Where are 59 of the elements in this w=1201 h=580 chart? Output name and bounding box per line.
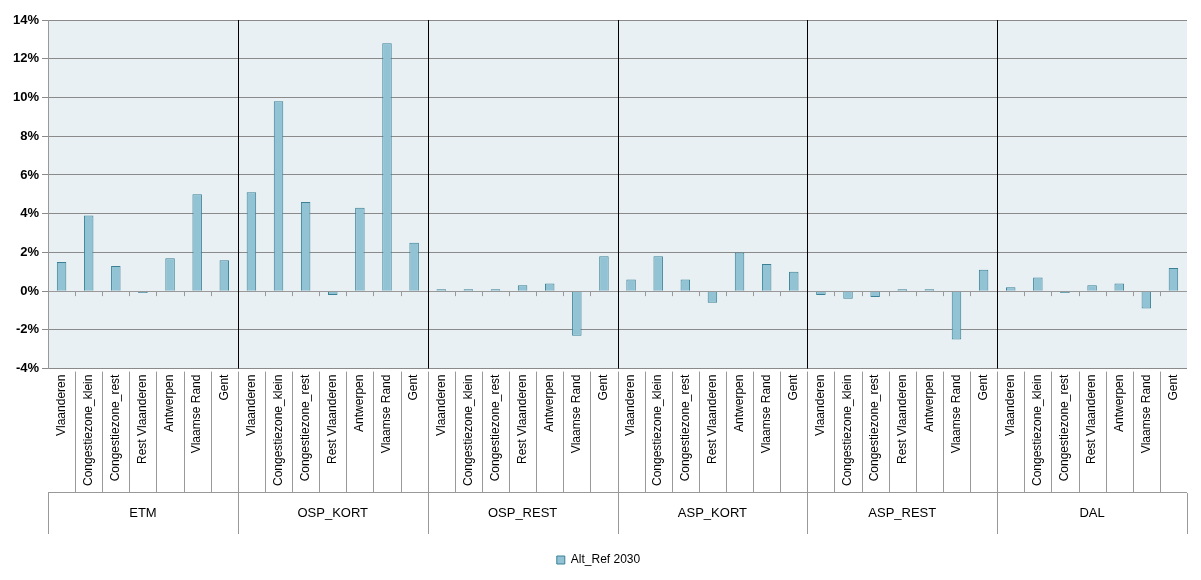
x-tick-label: Vlaanderen xyxy=(813,374,828,436)
x-tick-label: Congestiezone_klein xyxy=(1030,374,1045,487)
x-tick-label: Congestiezone_rest xyxy=(297,373,312,482)
x-tick-label: Congestiezone_rest xyxy=(487,373,502,482)
x-tick-label: Congestiezone_rest xyxy=(1057,373,1072,482)
text: ASP_REST xyxy=(868,504,937,520)
x-tick-label: Antwerpen xyxy=(162,374,177,432)
x-tick-label: Rest Vlaanderen xyxy=(704,374,719,464)
legend-label: Alt_Ref 2030 xyxy=(570,552,641,567)
x-tick-label: Vlaamse Rand xyxy=(379,374,394,454)
x-tick-label: Gent xyxy=(1165,373,1180,401)
x-tick-label: Rest Vlaanderen xyxy=(325,374,340,464)
text: ASP_KORT xyxy=(677,504,748,520)
x-tick-label: Congestiezone_klein xyxy=(460,374,475,487)
x-tick-label: Rest Vlaanderen xyxy=(514,374,529,464)
y-tick-label: 14% xyxy=(12,11,40,27)
x-tick-label: Antwerpen xyxy=(921,374,936,432)
x-tick-label: Congestiezone_rest xyxy=(108,373,123,482)
y-tick-label: 8% xyxy=(20,127,40,143)
x-tick-label: Vlaanderen xyxy=(433,374,448,436)
x-tick-label: Congestiezone_klein xyxy=(650,374,665,487)
x-tick-label: Vlaanderen xyxy=(243,374,258,436)
y-tick-label: 10% xyxy=(12,89,40,105)
x-tick-label: Rest Vlaanderen xyxy=(894,374,909,464)
x-tick-label: Congestiezone_klein xyxy=(270,374,285,487)
x-tick-label: Vlaamse Rand xyxy=(569,374,584,454)
x-tick-label: Gent xyxy=(975,373,990,401)
x-tick-label: Vlaamse Rand xyxy=(948,374,963,454)
y-tick-label: -4% xyxy=(15,360,40,376)
x-tick-label: Gent xyxy=(216,373,231,401)
x-tick-label: Antwerpen xyxy=(1111,374,1126,432)
x-tick-label: Gent xyxy=(406,373,421,401)
text: OSP_REST xyxy=(487,504,558,520)
x-tick-label: Vlaamse Rand xyxy=(758,374,773,454)
x-tick-label: Congestiezone_rest xyxy=(677,373,692,482)
x-tick-label: Congestiezone_rest xyxy=(867,373,882,482)
text: ETM xyxy=(129,504,157,520)
x-tick-label: Vlaanderen xyxy=(623,374,638,436)
x-tick-label: Antwerpen xyxy=(542,374,557,432)
text: DAL xyxy=(1079,504,1105,520)
x-tick-label: Rest Vlaanderen xyxy=(135,374,150,464)
x-tick-label: Vlaamse Rand xyxy=(189,374,204,454)
y-tick-label: -2% xyxy=(15,321,40,337)
y-tick-label: 2% xyxy=(20,243,40,259)
x-tick-label: Congestiezone_klein xyxy=(81,374,96,487)
x-tick-label: Gent xyxy=(596,373,611,401)
x-tick-label: Rest Vlaanderen xyxy=(1084,374,1099,464)
text: OSP_KORT xyxy=(297,504,369,520)
x-tick-label: Congestiezone_klein xyxy=(840,374,855,487)
y-tick-label: 6% xyxy=(20,166,40,182)
y-tick-label: 0% xyxy=(20,282,40,298)
y-tick-label: 4% xyxy=(20,205,40,221)
x-tick-label: Antwerpen xyxy=(352,374,367,432)
x-tick-label: Vlaamse Rand xyxy=(1138,374,1153,454)
y-tick-label: 12% xyxy=(12,50,40,66)
x-tick-label: Antwerpen xyxy=(731,374,746,432)
x-tick-label: Vlaanderen xyxy=(53,374,68,436)
x-tick-label: Vlaanderen xyxy=(1003,374,1018,436)
x-tick-label: Gent xyxy=(786,373,801,401)
